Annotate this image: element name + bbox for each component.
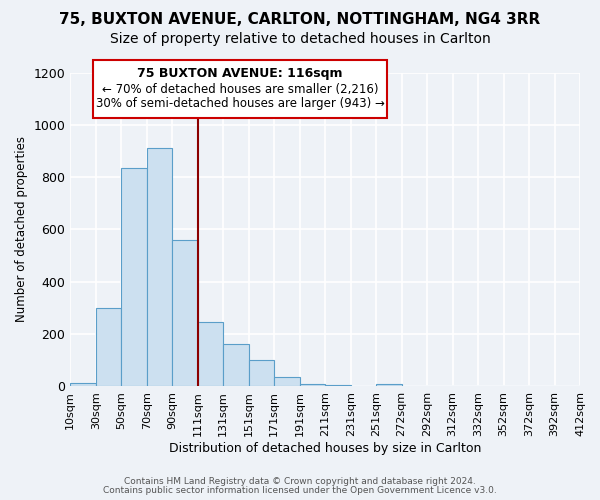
- Bar: [96, 308, 121, 386]
- Bar: [172, 240, 198, 386]
- Bar: [223, 344, 248, 387]
- Text: 75 BUXTON AVENUE: 116sqm: 75 BUXTON AVENUE: 116sqm: [137, 66, 343, 80]
- Bar: [121, 168, 147, 386]
- Bar: [274, 378, 299, 386]
- Text: Contains public sector information licensed under the Open Government Licence v3: Contains public sector information licen…: [103, 486, 497, 495]
- Text: ← 70% of detached houses are smaller (2,216): ← 70% of detached houses are smaller (2,…: [102, 82, 378, 96]
- Bar: [376, 384, 401, 386]
- Bar: [147, 148, 172, 386]
- X-axis label: Distribution of detached houses by size in Carlton: Distribution of detached houses by size …: [169, 442, 481, 455]
- Bar: [198, 322, 223, 386]
- Text: 30% of semi-detached houses are larger (943) →: 30% of semi-detached houses are larger (…: [95, 98, 385, 110]
- Text: Contains HM Land Registry data © Crown copyright and database right 2024.: Contains HM Land Registry data © Crown c…: [124, 477, 476, 486]
- Bar: [248, 360, 274, 386]
- Bar: [325, 385, 350, 386]
- Text: Size of property relative to detached houses in Carlton: Size of property relative to detached ho…: [110, 32, 490, 46]
- Y-axis label: Number of detached properties: Number of detached properties: [15, 136, 28, 322]
- Text: 75, BUXTON AVENUE, CARLTON, NOTTINGHAM, NG4 3RR: 75, BUXTON AVENUE, CARLTON, NOTTINGHAM, …: [59, 12, 541, 28]
- Bar: [70, 382, 96, 386]
- Bar: [299, 384, 325, 386]
